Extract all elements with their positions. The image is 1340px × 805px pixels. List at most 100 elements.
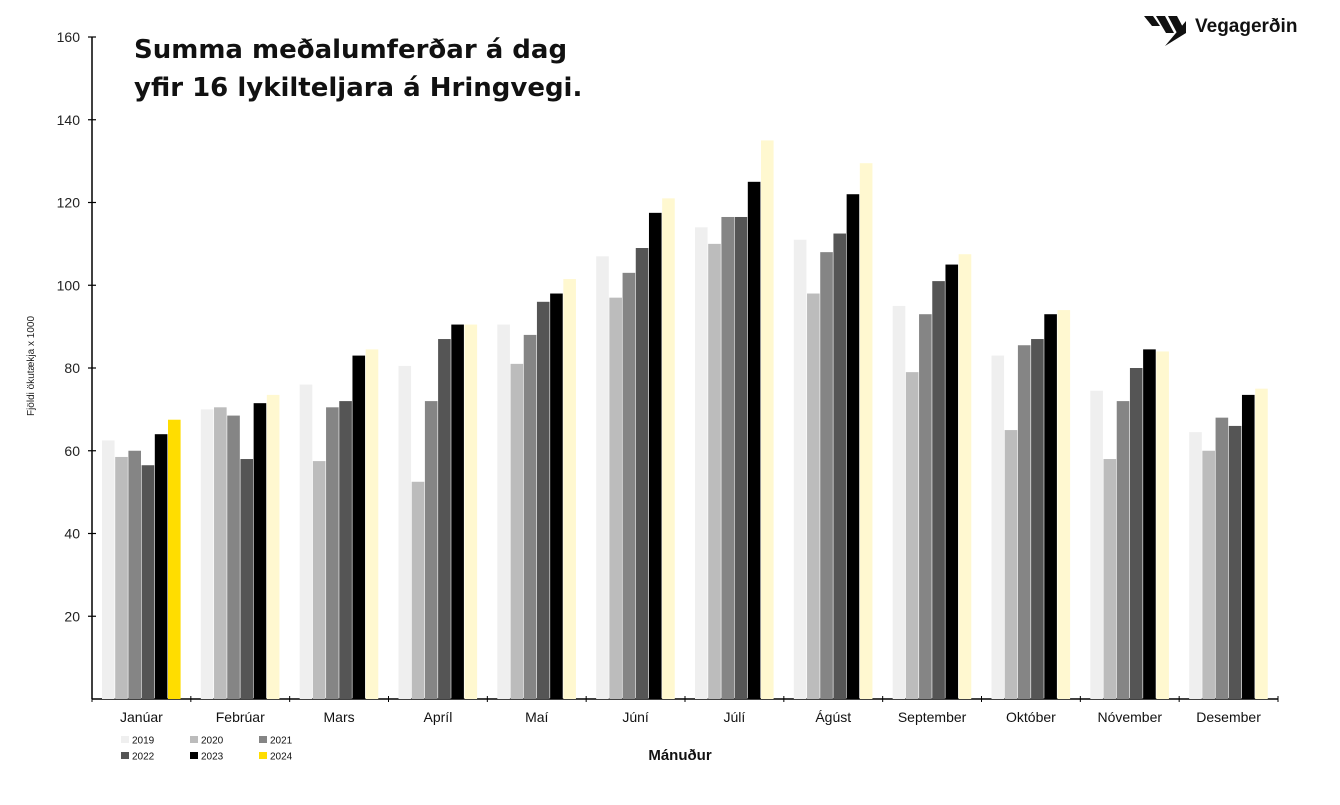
title-line-1: Summa meðalumferðar á dag xyxy=(134,35,567,65)
bar-2021-5 xyxy=(622,272,636,699)
bar-2023-2 xyxy=(352,355,366,699)
legend-swatch-2022 xyxy=(121,752,129,759)
bar-2019-0 xyxy=(102,440,115,699)
legend-swatch-2023 xyxy=(190,752,198,759)
bar-2021-2 xyxy=(326,407,339,699)
y-tick-label: 140 xyxy=(57,112,81,128)
bar-2020-7 xyxy=(807,293,820,699)
bar-2020-10 xyxy=(1103,459,1117,699)
category-labels: Janúar Febrúar Mars Apríl Maí Júní Júlí Ágúst Se… xyxy=(120,709,1261,725)
bar-2024-1 xyxy=(266,394,280,699)
y-tick-label: 60 xyxy=(64,443,80,459)
legend-swatch-2024 xyxy=(259,752,267,759)
road-stripes-icon xyxy=(1144,16,1186,46)
bar-2019-5 xyxy=(596,256,609,699)
legend-swatch-2021 xyxy=(259,736,267,743)
bar-2024-10 xyxy=(1156,351,1169,699)
bar-2024-9 xyxy=(1057,310,1071,699)
bar-2019-6 xyxy=(695,227,708,699)
bar-2024-3 xyxy=(464,324,478,699)
chart-title: Summa meðalumferðar á dag yfir 16 lykilt… xyxy=(134,35,582,103)
y-ticks: 20 40 60 80 100 120 140 160 xyxy=(57,29,96,624)
category-label: Febrúar xyxy=(216,709,265,725)
bar-2021-10 xyxy=(1116,401,1130,699)
y-tick-label: 80 xyxy=(64,360,80,376)
category-label: Júní xyxy=(622,709,649,725)
bar-2020-8 xyxy=(905,372,919,699)
bar-2019-3 xyxy=(398,365,412,699)
bar-2021-7 xyxy=(820,252,833,699)
bar-2023-7 xyxy=(846,194,860,699)
bar-2022-3 xyxy=(438,339,451,699)
bar-2024-6 xyxy=(761,140,774,699)
bar-2022-0 xyxy=(141,465,155,699)
bar-2023-0 xyxy=(154,434,168,699)
vegagerdin-logo: Vegagerðin xyxy=(1144,16,1297,46)
category-label: Mars xyxy=(324,709,355,725)
bar-2020-11 xyxy=(1202,450,1215,699)
bar-2022-8 xyxy=(932,281,945,699)
bar-2022-4 xyxy=(536,301,550,699)
bar-2020-5 xyxy=(609,297,622,699)
bar-2020-9 xyxy=(1004,430,1018,699)
logo-text: Vegagerðin xyxy=(1195,16,1297,37)
category-label: Júlí xyxy=(724,709,746,725)
bar-2024-8 xyxy=(958,254,972,699)
bar-2021-3 xyxy=(424,401,438,699)
bar-2024-11 xyxy=(1255,388,1268,699)
category-label: Ágúst xyxy=(815,709,851,725)
bar-2021-9 xyxy=(1017,345,1031,699)
bar-2019-10 xyxy=(1090,390,1103,699)
x-axis-label: Mánuður xyxy=(648,747,711,764)
bar-2022-1 xyxy=(240,459,254,699)
category-label: Desember xyxy=(1196,709,1261,725)
bar-2024-2 xyxy=(365,349,379,699)
bar-2024-7 xyxy=(859,163,873,700)
bar-2020-4 xyxy=(510,363,524,699)
bar-2020-3 xyxy=(411,481,425,699)
y-tick-label: 160 xyxy=(57,29,81,45)
bar-2024-5 xyxy=(662,198,675,700)
legend-label-2024: 2024 xyxy=(270,752,293,763)
bar-2019-11 xyxy=(1189,432,1202,699)
category-label: September xyxy=(898,709,967,725)
bar-2023-5 xyxy=(648,212,662,699)
bar-2023-9 xyxy=(1044,314,1057,699)
bar-2021-11 xyxy=(1215,417,1229,699)
bar-2023-4 xyxy=(550,293,563,699)
bar-2022-2 xyxy=(339,401,352,699)
bar-2019-2 xyxy=(299,384,313,699)
bar-2022-5 xyxy=(635,248,649,699)
bar-2023-1 xyxy=(253,403,267,699)
category-label: Október xyxy=(1006,709,1056,725)
legend-swatch-2019 xyxy=(121,736,129,743)
y-axis-label: Fjöldi ökutækja x 1000 xyxy=(26,316,37,416)
bars xyxy=(102,140,1268,700)
legend: 2019 2020 2021 2022 2023 2024 xyxy=(121,736,293,763)
bar-2023-11 xyxy=(1241,394,1255,699)
bar-2023-3 xyxy=(451,324,464,699)
bar-2020-0 xyxy=(115,456,128,699)
legend-label-2023: 2023 xyxy=(201,752,224,763)
bar-2022-9 xyxy=(1031,339,1044,699)
bar-2023-6 xyxy=(747,181,761,699)
bar-2022-10 xyxy=(1129,368,1143,699)
bar-2024-4 xyxy=(563,279,576,699)
category-label: Nóvember xyxy=(1097,709,1162,725)
bar-2023-10 xyxy=(1143,349,1156,699)
bar-2021-0 xyxy=(128,450,141,699)
bar-2020-1 xyxy=(214,407,227,699)
title-line-2: yfir 16 lykilteljara á Hringvegi. xyxy=(134,73,582,103)
bar-2019-8 xyxy=(892,305,906,699)
bar-2019-4 xyxy=(497,324,510,699)
legend-label-2020: 2020 xyxy=(201,736,224,747)
category-label: Janúar xyxy=(120,709,163,725)
bar-2022-11 xyxy=(1228,425,1242,699)
bar-2023-8 xyxy=(945,264,959,699)
bar-2024-0 xyxy=(168,419,181,699)
bar-2021-1 xyxy=(227,415,240,699)
legend-label-2019: 2019 xyxy=(132,736,155,747)
category-label: Apríl xyxy=(424,709,453,725)
x-ticks xyxy=(91,696,1279,702)
